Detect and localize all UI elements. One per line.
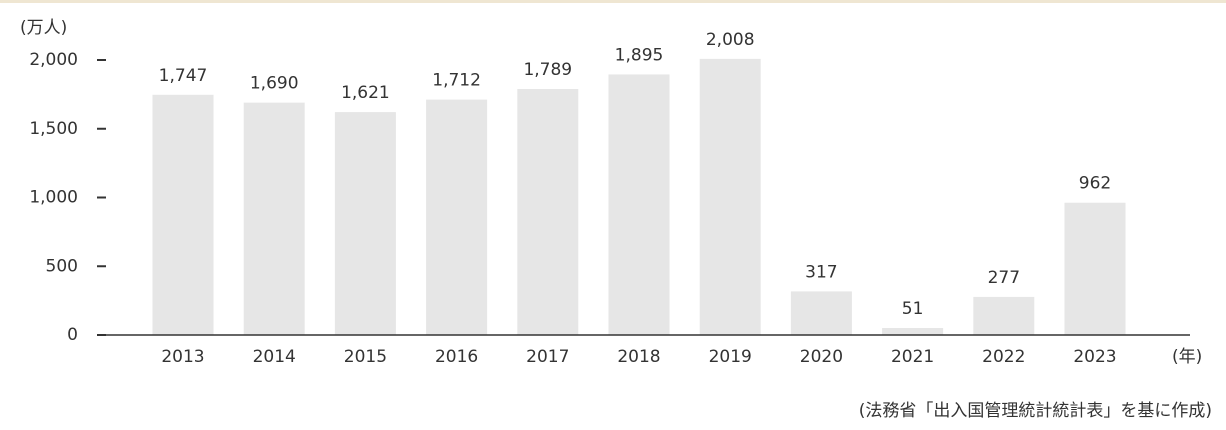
y-tick-label: 1,500 (29, 119, 78, 139)
bar (152, 94, 214, 335)
data-label: 277 (988, 268, 1020, 288)
data-label: 317 (805, 262, 837, 282)
y-tick-label: 2,000 (29, 50, 78, 70)
bar (790, 291, 852, 335)
y-tick-label: 0 (67, 325, 78, 345)
x-tick-label: 2020 (800, 347, 843, 367)
x-tick-label: 2019 (709, 347, 752, 367)
x-tick-label: 2023 (1073, 347, 1116, 367)
data-label: 1,789 (523, 60, 572, 80)
bar (882, 327, 944, 335)
bar (699, 58, 761, 336)
data-label: 2,008 (706, 30, 755, 50)
bar (517, 89, 579, 335)
bar (334, 112, 396, 335)
source-note: (法務省「出入国管理統計統計表」を基に作成) (859, 401, 1212, 421)
x-tick-label: 2016 (435, 347, 478, 367)
x-tick-label: 2021 (891, 347, 934, 367)
data-label: 1,690 (250, 74, 299, 94)
bar (1064, 202, 1126, 335)
bar (973, 296, 1035, 335)
x-tick-label: 2015 (344, 347, 387, 367)
data-label: 51 (902, 299, 924, 319)
bar (243, 102, 305, 335)
bar (426, 99, 488, 335)
x-tick-label: 2017 (526, 347, 569, 367)
x-tick-label: 2022 (982, 347, 1025, 367)
y-tick-label: 500 (46, 256, 78, 276)
data-label: 1,895 (615, 45, 664, 65)
top-border (0, 0, 1226, 3)
data-label: 1,747 (159, 66, 208, 86)
bar (608, 74, 670, 335)
data-label: 1,621 (341, 83, 390, 103)
data-label: 962 (1079, 174, 1111, 194)
data-label: 1,712 (432, 71, 481, 91)
x-tick-label: 2013 (161, 347, 204, 367)
x-axis-label: (年) (1172, 347, 1202, 367)
y-tick-label: 1,000 (29, 188, 78, 208)
x-tick-label: 2014 (253, 347, 296, 367)
x-tick-label: 2018 (617, 347, 660, 367)
y-axis-label: (万人) (20, 18, 67, 38)
